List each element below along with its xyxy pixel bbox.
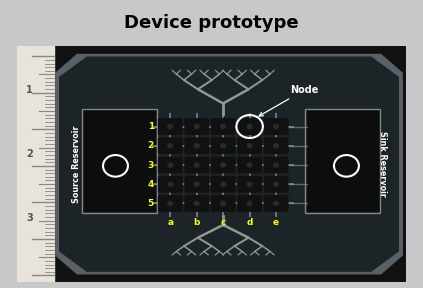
Circle shape [168, 201, 173, 206]
Circle shape [221, 201, 225, 206]
Circle shape [247, 182, 252, 186]
Circle shape [168, 124, 173, 128]
Text: 2: 2 [26, 149, 33, 159]
FancyBboxPatch shape [185, 196, 209, 211]
FancyBboxPatch shape [212, 177, 235, 192]
FancyBboxPatch shape [185, 138, 209, 154]
Circle shape [168, 163, 173, 167]
Bar [17, 46, 54, 282]
FancyBboxPatch shape [159, 177, 182, 192]
Circle shape [247, 144, 252, 148]
Circle shape [195, 144, 199, 148]
FancyBboxPatch shape [238, 157, 261, 173]
FancyBboxPatch shape [159, 119, 182, 134]
FancyBboxPatch shape [212, 196, 235, 211]
Circle shape [221, 124, 225, 128]
FancyBboxPatch shape [185, 157, 209, 173]
Polygon shape [56, 54, 402, 274]
Text: 3: 3 [148, 160, 154, 170]
Text: c: c [220, 218, 226, 227]
Text: 4: 4 [148, 180, 154, 189]
Circle shape [247, 163, 252, 167]
Circle shape [274, 144, 278, 148]
Text: Sink Reservoir: Sink Reservoir [378, 131, 387, 197]
FancyBboxPatch shape [238, 138, 261, 154]
Bar [83, 110, 155, 211]
Circle shape [274, 124, 278, 128]
Circle shape [195, 182, 199, 186]
FancyBboxPatch shape [159, 138, 182, 154]
Circle shape [247, 201, 252, 206]
FancyBboxPatch shape [159, 196, 182, 211]
Text: Source Reservoir: Source Reservoir [71, 125, 80, 203]
Text: 1: 1 [26, 85, 33, 95]
FancyBboxPatch shape [264, 177, 288, 192]
FancyBboxPatch shape [264, 196, 288, 211]
Text: d: d [247, 218, 253, 227]
Circle shape [221, 144, 225, 148]
Circle shape [274, 182, 278, 186]
FancyBboxPatch shape [212, 119, 235, 134]
FancyBboxPatch shape [264, 138, 288, 154]
Text: e: e [273, 218, 279, 227]
Text: Node: Node [259, 85, 319, 116]
Bar [305, 109, 380, 213]
Text: 1: 1 [148, 122, 154, 131]
FancyBboxPatch shape [264, 119, 288, 134]
FancyBboxPatch shape [238, 177, 261, 192]
Text: Device prototype: Device prototype [124, 14, 299, 33]
Circle shape [221, 163, 225, 167]
FancyBboxPatch shape [212, 157, 235, 173]
Circle shape [168, 182, 173, 186]
FancyBboxPatch shape [159, 157, 182, 173]
Circle shape [195, 124, 199, 128]
FancyBboxPatch shape [185, 177, 209, 192]
FancyBboxPatch shape [264, 157, 288, 173]
Bar [82, 109, 157, 213]
FancyBboxPatch shape [185, 119, 209, 134]
Circle shape [247, 124, 252, 128]
Text: 2: 2 [148, 141, 154, 150]
Text: 3: 3 [26, 213, 33, 223]
Polygon shape [60, 57, 398, 271]
Circle shape [274, 163, 278, 167]
FancyBboxPatch shape [238, 196, 261, 211]
FancyBboxPatch shape [238, 119, 261, 134]
Circle shape [195, 163, 199, 167]
Text: 5: 5 [148, 199, 154, 208]
Circle shape [168, 144, 173, 148]
FancyBboxPatch shape [212, 138, 235, 154]
Circle shape [221, 182, 225, 186]
Circle shape [274, 201, 278, 206]
Circle shape [195, 201, 199, 206]
Bar [307, 110, 379, 211]
Text: a: a [167, 218, 173, 227]
Text: b: b [194, 218, 200, 227]
